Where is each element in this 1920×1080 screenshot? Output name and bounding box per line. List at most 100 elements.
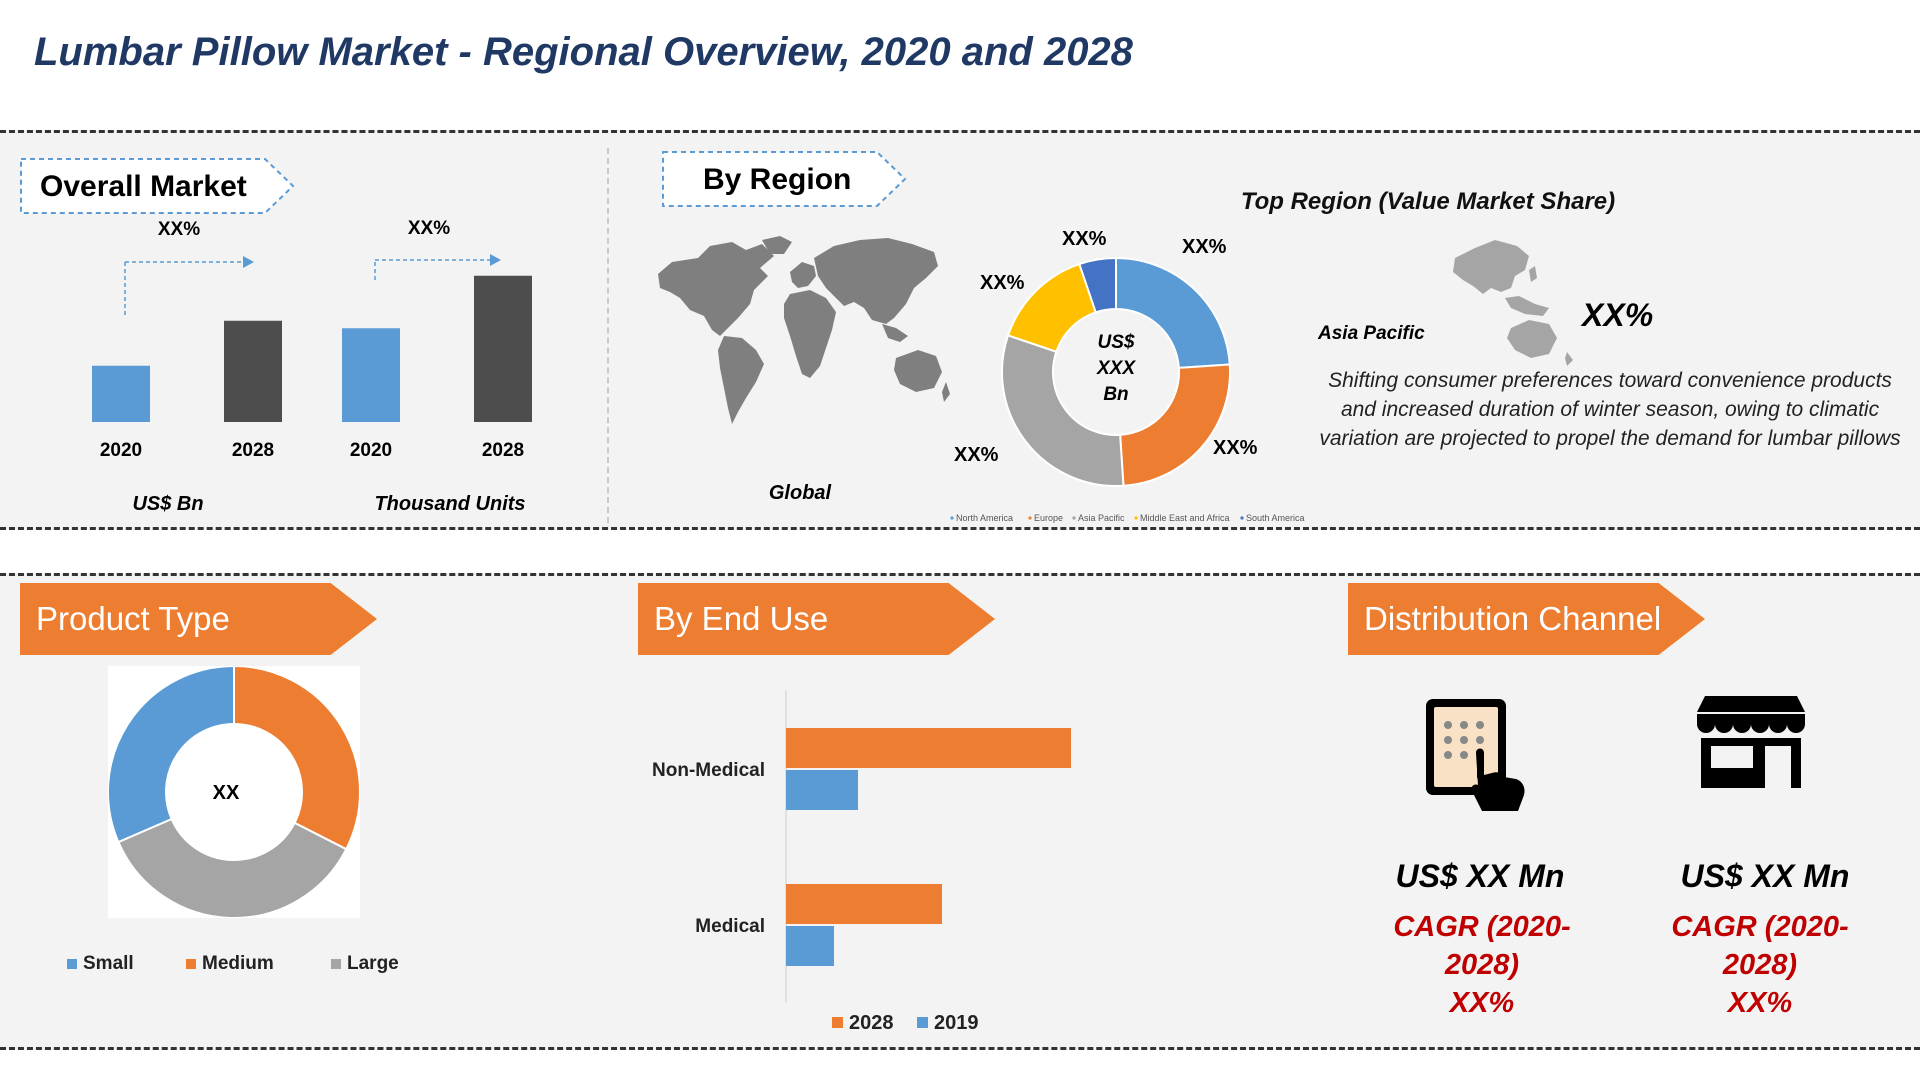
legend-asia-pacific: Asia Pacific <box>1078 513 1125 523</box>
top-panel <box>0 130 1920 530</box>
end-use-banner: By End Use <box>638 583 995 655</box>
asia-pacific-map <box>1453 240 1573 366</box>
region-slice-label-north-america: XX% <box>1182 236 1227 258</box>
asia-shape <box>814 238 938 324</box>
product-type-legend: Small Medium Large <box>67 953 399 974</box>
product-slice-small <box>108 666 235 844</box>
legend-swatch-asia-pacific <box>1072 516 1076 520</box>
north-america-shape <box>658 242 774 336</box>
channel-1-cagr-line2: 2028) <box>1444 949 1520 981</box>
legend-large: Large <box>347 953 399 974</box>
channel-2-cagr-line2: 2028) <box>1722 949 1798 981</box>
unit-label-usd: US$ Bn <box>132 493 203 515</box>
tablet-touch-icon <box>1426 699 1525 811</box>
end-use-bar-medical-2019 <box>786 926 834 966</box>
overall-market-heading-box: Overall Market <box>20 158 295 214</box>
legend-2028: 2028 <box>849 1012 894 1034</box>
channel-1-cagr-line1: CAGR (2020- <box>1393 911 1571 943</box>
map-caption: Global <box>768 482 832 504</box>
distribution-channel-banner: Distribution Channel <box>1348 583 1705 655</box>
growth-arrow-2-head <box>490 254 501 266</box>
africa-shape <box>784 290 836 378</box>
end-use-bar-non-medical-2019 <box>786 770 858 810</box>
region-slice-south-america <box>1078 256 1117 314</box>
product-type-banner: Product Type <box>20 583 377 655</box>
channel-2-value: US$ XX Mn <box>1680 858 1850 894</box>
legend-south-america: South America <box>1246 513 1305 523</box>
overall-bar-units-2020 <box>342 328 400 422</box>
region-slice-label-asia-pacific: XX% <box>954 444 999 466</box>
product-donut <box>108 666 360 918</box>
region-donut <box>1001 256 1231 487</box>
asia-map-mainland <box>1453 240 1529 294</box>
growth-label-usd: XX% <box>158 219 200 240</box>
overall-bar-usd-2028 <box>224 320 282 422</box>
region-donut-center-line1: US$ <box>1098 332 1135 353</box>
region-donut-chart: US$ XXX Bn XX% XX% XX% XX% XX% North Ame… <box>950 228 1305 523</box>
region-slice-label-europe: XX% <box>1213 437 1258 459</box>
legend-swatch-small <box>67 959 77 969</box>
legend-swatch-2028 <box>832 1017 843 1028</box>
end-use-bars <box>786 728 1071 966</box>
region-slice-label-south-america: XX% <box>1062 228 1107 250</box>
growth-label-units: XX% <box>408 218 450 239</box>
legend-europe: Europe <box>1034 513 1063 523</box>
channel-2-cagr-line1: CAGR (2020- <box>1671 911 1849 943</box>
region-slice-north-america <box>1115 256 1231 369</box>
unit-label-units: Thousand Units <box>374 493 525 515</box>
top-region-description: Shifting consumer preferences toward con… <box>1319 369 1901 450</box>
australia-shape <box>894 350 942 392</box>
category-label-non-medical: Non-Medical <box>652 760 765 781</box>
overall-bar-usd-2020 <box>92 365 150 422</box>
asia-map-japan <box>1529 266 1537 282</box>
legend-north-america: North America <box>956 513 1013 523</box>
legend-2019: 2019 <box>934 1012 979 1034</box>
overall-tick-usd-2020: 2020 <box>100 440 142 461</box>
world-map <box>658 236 950 424</box>
southeast-asia-shape <box>882 324 908 342</box>
overall-tick-usd-2028: 2028 <box>232 440 274 461</box>
legend-swatch-south-america <box>1240 516 1244 520</box>
legend-swatch-2019 <box>917 1017 928 1028</box>
asia-map-new-zealand <box>1565 352 1573 366</box>
south-america-shape <box>718 336 764 424</box>
greenland-shape <box>762 236 792 254</box>
legend-swatch-north-america <box>950 516 954 520</box>
region-slice-label-mea: XX% <box>980 272 1025 294</box>
legend-medium: Medium <box>202 953 274 974</box>
legend-swatch-europe <box>1028 516 1032 520</box>
region-slice-asia-pacific <box>1001 334 1125 487</box>
overall-market-bars: 2020 2028 2020 2028 <box>92 275 532 461</box>
asia-map-islands <box>1505 296 1549 316</box>
legend-small: Small <box>83 953 134 974</box>
by-region-heading-box: By Region <box>662 151 907 207</box>
new-zealand-shape <box>942 382 950 402</box>
region-slice-europe <box>1119 363 1231 487</box>
product-slice-large <box>117 817 348 918</box>
region-donut-center-line3: Bn <box>1103 384 1128 405</box>
end-use-bar-medical-2028 <box>786 884 942 924</box>
top-region-heading: Top Region (Value Market Share) <box>1240 188 1616 215</box>
top-region-share: XX% <box>1582 297 1654 333</box>
channel-2-cagr: CAGR (2020- 2028) XX% <box>1640 908 1880 1022</box>
legend-mea: Middle East and Africa <box>1140 513 1230 523</box>
europe-shape <box>790 262 816 288</box>
product-slice-medium <box>233 666 360 851</box>
product-type-donut-chart: XX <box>108 666 360 918</box>
overall-tick-units-2028: 2028 <box>482 440 524 461</box>
legend-swatch-large <box>331 959 341 969</box>
channel-1-cagr: CAGR (2020- 2028) XX% <box>1362 908 1602 1022</box>
store-icon <box>1697 696 1805 788</box>
overall-market-chart: 2020 2028 2020 2028 XX% XX% US$ Bn Thousand… <box>92 218 532 515</box>
overall-bar-units-2028 <box>474 275 532 422</box>
page-title: Lumbar Pillow Market - Regional Overview… <box>34 30 1133 74</box>
growth-arrow-1-head <box>243 256 254 268</box>
asia-map-australia <box>1507 320 1557 358</box>
legend-swatch-mea <box>1134 516 1138 520</box>
overall-tick-units-2020: 2020 <box>350 440 392 461</box>
product-donut-center: XX <box>213 782 240 804</box>
channel-1-cagr-value: XX% <box>1449 987 1515 1019</box>
channel-1-value: US$ XX Mn <box>1395 858 1565 894</box>
legend-swatch-medium <box>186 959 196 969</box>
